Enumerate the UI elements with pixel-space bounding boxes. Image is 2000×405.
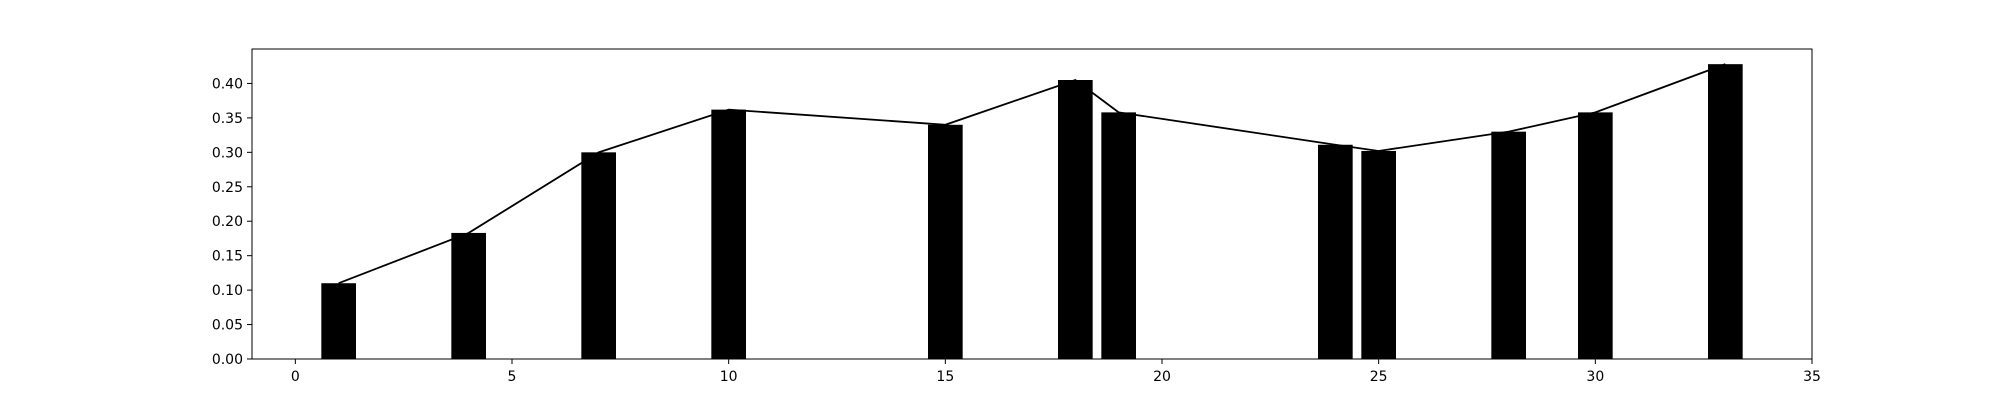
bar [1101,112,1136,359]
bar [711,109,746,359]
y-tick-label: 0.20 [212,214,243,230]
y-tick-label: 0.00 [212,352,243,368]
x-tick-label: 0 [291,369,300,385]
line-layer [338,63,1726,285]
bars-layer [321,64,1743,360]
axes-layer: 0 5 10 15 20 25 30 35 0.00 0.05 0.10 0.15 0.20 0.25 0.… [212,48,1821,385]
x-tick-label: 15 [936,369,954,385]
plot-frame [251,48,1813,360]
bar [1318,144,1353,359]
bar [928,124,963,360]
y-tick-label: 0.35 [212,111,243,127]
x-tick-label: 20 [1153,369,1171,385]
y-tick-label: 0.40 [212,76,243,92]
bar [321,283,356,359]
x-tick-label: 30 [1586,369,1604,385]
x-tick-label: 5 [508,369,517,385]
bar [581,152,616,359]
bar [1058,80,1093,359]
y-tick-label: 0.30 [212,145,243,161]
y-tick-label: 0.25 [212,180,243,196]
bar [1578,112,1613,359]
y-tick-label: 0.05 [212,318,243,334]
bar [451,232,486,359]
bar [1361,150,1396,359]
x-tick-label: 35 [1803,369,1821,385]
series-line [338,63,1726,285]
x-tick-label: 10 [720,369,738,385]
x-tick-label: 25 [1370,369,1388,385]
bar [1491,131,1526,359]
bar [1708,64,1743,360]
y-tick-label: 0.10 [212,283,243,299]
y-tick-label: 0.15 [212,249,243,265]
